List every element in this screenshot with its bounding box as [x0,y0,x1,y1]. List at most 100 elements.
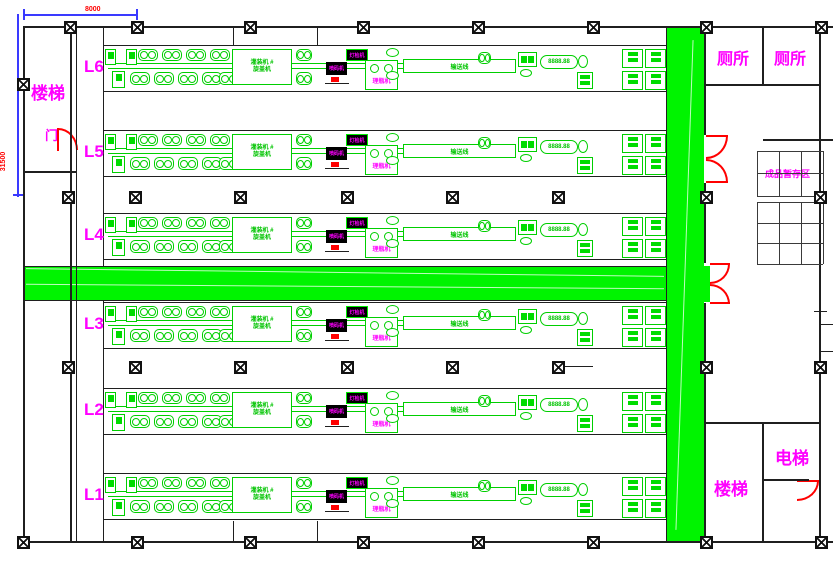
line-band-border [103,176,667,177]
shelf-line [757,223,823,224]
glyph [128,52,135,59]
unscrambler-label: 理瓶机 [372,422,391,428]
machine-roller [220,502,229,511]
machine-oval [386,328,399,337]
shelf-line [757,151,823,152]
machine-roller [196,219,205,227]
machine-roller [484,482,490,490]
machine-unit [210,306,230,318]
glyph [128,220,135,227]
control-box [105,134,116,150]
table-glyph [650,226,661,230]
machine-roller [139,51,148,59]
printer-box: 喷码机 [326,147,347,160]
control-box [112,156,125,173]
table-glyph [627,417,638,421]
machine-unit [138,134,158,146]
glyph [580,243,590,247]
machine-roller [179,331,188,340]
machine-roller [370,492,379,501]
machine-roller [163,51,172,59]
table-glyph [627,423,638,427]
machine-unit [162,49,182,61]
machine-roller [370,407,379,416]
control-box [126,392,137,408]
production-line-label: L3 [84,314,104,333]
machine-roller [297,479,304,487]
column-marker [357,21,370,34]
main-machine-label2: 旋盖机 [252,324,271,330]
column-marker [700,21,713,34]
main-machine-label1: 灌装机 # [250,317,274,323]
machine-unit [210,217,230,229]
table-glyph [650,52,661,56]
table-glyph [650,309,661,313]
production-line-label: L6 [84,57,104,76]
glyph [128,309,135,316]
line-band-border [103,130,667,131]
glyph [528,56,535,63]
machine-roller [370,321,379,330]
glyph [107,480,114,487]
table-glyph [627,58,638,62]
machine-roller [172,51,181,59]
machine-roller [479,54,485,62]
wall [762,479,809,481]
station-box [577,500,593,517]
work-table [645,328,666,347]
machine-roller [155,159,164,168]
column-marker [131,536,144,549]
machine-roller [172,136,181,144]
indicator-line [325,251,349,252]
glyph [115,159,122,166]
column-marker [815,21,828,34]
machine-roller [163,136,172,144]
machine-roller [196,51,205,59]
machine-unit [154,240,174,253]
machine-roller [220,219,229,227]
table-glyph [627,395,638,399]
glyph [528,224,535,231]
table-glyph [650,395,661,399]
control-box [126,134,137,150]
glyph [107,220,114,227]
machine-roller [211,479,220,487]
table-glyph [650,242,661,246]
corridor-door2-leaf [710,263,730,265]
table-glyph [627,242,638,246]
machine-roller [297,51,304,59]
indicator-line [325,426,349,427]
work-table [645,49,666,68]
machine-unit [296,500,312,513]
elevator-door-arc [797,481,819,501]
machine-unit [478,309,491,321]
work-table [645,156,666,175]
glyph [520,224,527,231]
column-marker [700,191,713,204]
glyph [580,424,590,428]
stairs-bottom-right-label: 楼梯 [714,480,748,499]
machine-unit [296,217,312,229]
shelf-line [757,264,823,265]
station-box [577,240,593,257]
unscrambler-label: 理瓶机 [372,247,391,253]
main-machine-label1: 灌装机 # [250,488,274,494]
machine-unit [296,157,312,170]
storage-area-label: 成品暂存区 [765,169,811,179]
machine-roller [297,74,304,83]
machine-unit [202,157,222,170]
machine-unit [178,72,198,85]
dimension-value-top: 8000 [85,6,101,13]
machine-unit [210,49,230,61]
wall [76,26,77,543]
control-box [105,392,116,408]
control-box [105,217,116,233]
work-table [622,414,643,433]
machine-roller [220,331,229,340]
machine-roller [140,502,149,511]
toilet-left-label: 厕所 [717,51,750,68]
machine-unit [202,240,222,253]
machine-roller [188,331,197,340]
control-box [112,499,125,516]
station-box [577,72,593,89]
